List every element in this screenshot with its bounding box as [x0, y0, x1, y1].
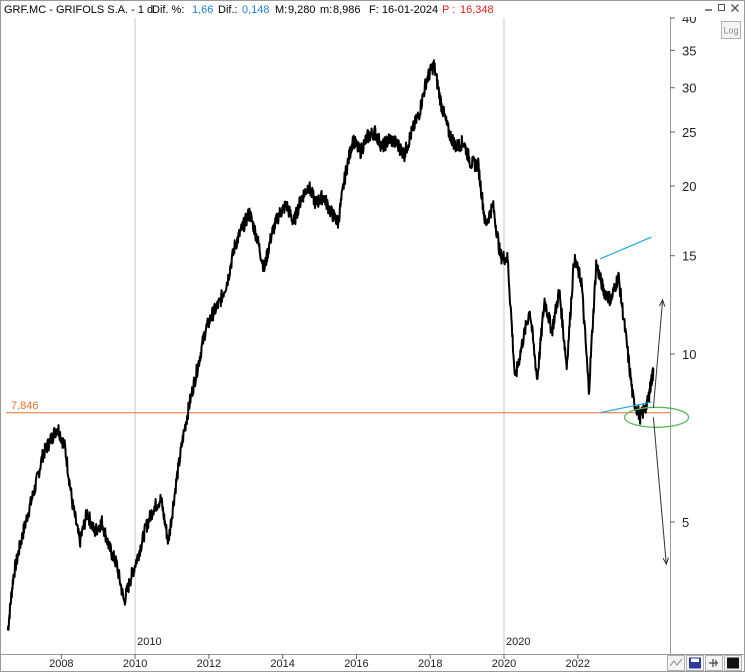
restore-icon — [718, 4, 725, 11]
window-buttons — [703, 2, 742, 13]
log-button-label: Log — [723, 26, 738, 36]
price-series — [6, 59, 655, 631]
header-diff-value: 0,148 — [242, 4, 270, 16]
x-upper-label: 2020 — [506, 636, 530, 648]
header-min-label: m: — [320, 4, 332, 16]
chart-header: GRF.MC - GRIFOLS S.A. - 1 d Dif. %: 1,66… — [1, 1, 701, 17]
log-scale-button[interactable]: Log — [721, 21, 741, 39]
arrow-up-head — [658, 298, 666, 307]
x-tick-label: 2010 — [123, 658, 147, 670]
channel-upper-line — [599, 236, 652, 260]
header-diff-label: Dif.: — [218, 4, 238, 16]
y-tick-label: 25 — [682, 125, 696, 140]
save-button[interactable] — [686, 655, 704, 671]
header-price-label: P : — [442, 4, 455, 16]
fullscreen-icon — [727, 657, 739, 669]
y-tick-label: 35 — [682, 43, 696, 58]
x-tick-label: 2020 — [492, 658, 516, 670]
grid — [60, 17, 675, 659]
y-tick-label: 5 — [682, 515, 689, 530]
header-min-value: 8,986 — [333, 4, 361, 16]
x-tick-label: 2008 — [49, 658, 73, 670]
y-tick-label: 30 — [682, 81, 696, 96]
restore-button[interactable] — [716, 2, 727, 13]
minimize-button[interactable] — [703, 2, 714, 13]
pin-icon — [709, 659, 718, 667]
support-label: 7,846 — [11, 400, 39, 412]
bottom-toolbar — [667, 655, 742, 671]
y-tick-label: 15 — [682, 249, 696, 264]
x-tick-label: 2022 — [566, 658, 590, 670]
x-tick-label: 2016 — [344, 658, 368, 670]
header-price-value: 16,348 — [460, 4, 494, 16]
header-max-label: M: — [275, 4, 287, 16]
arrow-up — [652, 299, 664, 409]
header-pct-value: 1,66 — [192, 4, 213, 16]
chart-marks: 7,846 — [6, 59, 690, 631]
arrow-down-head — [662, 557, 669, 566]
y-tick-label: 20 — [682, 179, 696, 194]
header-pct-label: Dif. %: — [152, 4, 184, 16]
header-symbol: GRF.MC - GRIFOLS S.A. - 1 d — [4, 4, 153, 16]
y-tick-label: 10 — [682, 347, 696, 362]
x-tick-label: 2012 — [197, 658, 221, 670]
x-upper-label: 2010 — [137, 636, 161, 648]
highlight-ellipse — [623, 406, 690, 428]
chart-options-icon — [669, 658, 683, 667]
x-tick-label: 2018 — [418, 658, 442, 670]
fullscreen-button[interactable] — [724, 655, 742, 671]
header-date: F: 16-01-2024 — [369, 4, 438, 16]
x-tick-label: 2014 — [270, 658, 294, 670]
channel-lower-line — [599, 401, 652, 414]
save-icon — [689, 657, 701, 669]
header-max-value: 9,280 — [288, 4, 316, 16]
close-icon — [731, 4, 739, 12]
chart-options-button[interactable] — [667, 655, 685, 671]
arrow-down — [652, 417, 667, 565]
x-axis-labels: 2010 2020 2008 2010 2012 2014 2016 2018 2020 2022 — [49, 636, 590, 670]
pin-button[interactable] — [705, 655, 723, 671]
close-button[interactable] — [729, 2, 742, 13]
